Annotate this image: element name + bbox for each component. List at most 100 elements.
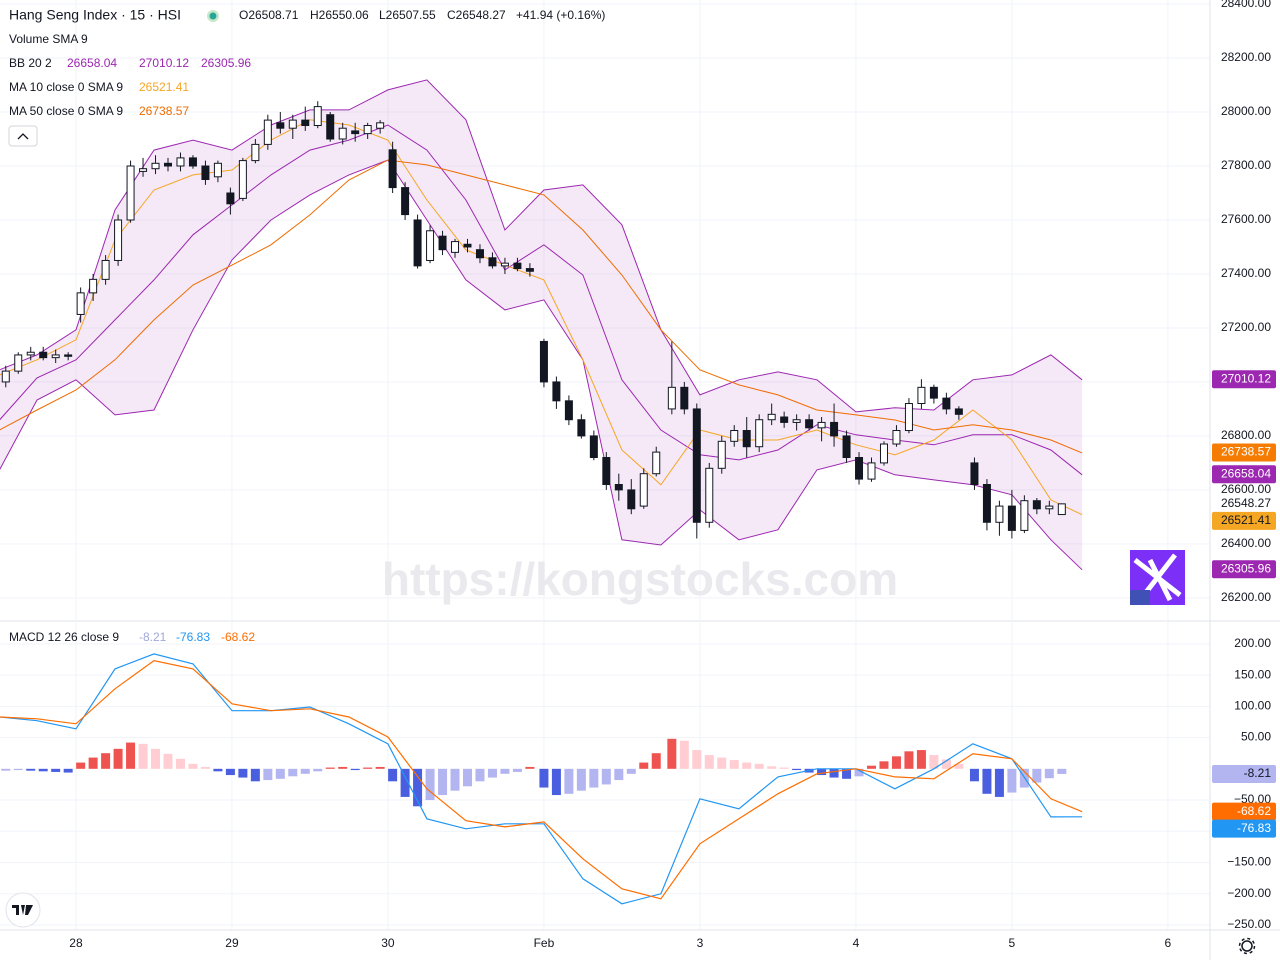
macd-histogram-bar: [589, 768, 599, 788]
candle-body: [463, 243, 472, 248]
y-tick-label: −200.00: [1227, 886, 1271, 900]
y-tick-label: 26800.00: [1221, 428, 1271, 442]
candle-body: [792, 419, 801, 423]
price-tag: [1212, 465, 1276, 484]
price-tag-label: 26658.04: [1221, 466, 1271, 480]
tradingview-logo[interactable]: [5, 892, 41, 928]
candle-body: [176, 157, 185, 167]
price-tag-label: 26305.96: [1221, 561, 1271, 575]
macd-tag-label: -8.21: [1244, 766, 1272, 780]
macd-histogram-bar: [692, 750, 702, 769]
macd-histogram-bar: [729, 760, 739, 769]
indicator-value: 27010.12: [139, 56, 189, 70]
macd-histogram-bar: [817, 768, 827, 776]
candle-body: [114, 219, 123, 261]
quote-high: H26550.06: [310, 8, 369, 22]
candle-body: [652, 451, 661, 475]
watermark-logo: [1130, 550, 1185, 605]
macd-tag-label: -68.62: [1237, 804, 1271, 818]
macd-histogram-bar: [626, 768, 636, 774]
macd-histogram-bar: [288, 768, 298, 777]
macd-histogram-bar: [475, 768, 485, 782]
settings-gear[interactable]: [1238, 937, 1256, 955]
candle-body: [151, 162, 160, 170]
candle-body: [692, 408, 701, 523]
y-tick-label: 100.00: [1234, 699, 1271, 713]
candle-body: [830, 421, 839, 437]
macd-line: [0, 660, 1083, 900]
macd-histogram-bar: [238, 768, 248, 778]
y-tick-label: −250.00: [1227, 917, 1271, 931]
candle-body: [64, 354, 73, 357]
macd-histogram-bar: [500, 768, 510, 774]
macd-histogram-bar: [413, 768, 423, 807]
y-tick-label: 26200.00: [1221, 590, 1271, 604]
macd-value: -8.21: [139, 630, 167, 644]
candle-body: [500, 262, 509, 267]
macd-value: -76.83: [176, 630, 210, 644]
indicator-line: [0, 124, 1083, 476]
candle-body: [251, 143, 260, 162]
candle-body: [388, 149, 397, 189]
candle-body: [288, 119, 297, 129]
x-tick-label: 30: [381, 936, 395, 950]
candle-body: [917, 386, 926, 405]
candle-body: [89, 278, 98, 294]
candle-body: [426, 230, 435, 261]
macd-histogram-bar: [717, 757, 727, 769]
macd-histogram-bar: [163, 753, 173, 769]
candle-body: [755, 419, 764, 448]
candle-body: [982, 484, 991, 523]
indicator-value: 26738.57: [139, 104, 189, 118]
macd-histogram-bar: [564, 768, 574, 794]
macd-histogram-bar: [363, 767, 373, 769]
candle-body: [213, 162, 222, 178]
indicator-name: BB 20 2: [9, 56, 52, 70]
candle-body: [263, 119, 272, 145]
macd-histogram-bar: [213, 768, 223, 772]
macd-histogram-bar: [929, 755, 939, 769]
candle-body: [564, 400, 573, 421]
watermark: https://kongstocks.com: [382, 553, 898, 605]
y-tick-label: 27600.00: [1221, 212, 1271, 226]
indicator-name: MA 50 close 0 SMA 9: [9, 104, 123, 118]
quote-low: L26507.55: [379, 8, 436, 22]
macd-histogram-bar: [76, 762, 86, 769]
macd-histogram-bar: [767, 766, 777, 769]
candle-body: [867, 462, 876, 480]
candle-body: [627, 489, 636, 510]
candle-body: [995, 505, 1004, 523]
macd-histogram-bar: [138, 743, 148, 769]
macd-histogram-bar: [742, 762, 752, 769]
collapse-button[interactable]: [8, 125, 38, 147]
macd-tag: [1212, 802, 1276, 821]
x-tick-label: 28: [69, 936, 83, 950]
macd-histogram-bar: [969, 768, 979, 782]
macd-histogram-bar: [101, 753, 111, 769]
macd-tag-label: -76.83: [1237, 821, 1271, 835]
legend: Hang Seng Index · 15 · HSI O26508.71 H26…: [9, 7, 605, 644]
macd-histogram-bar: [1007, 768, 1017, 793]
candle-body: [817, 421, 826, 429]
macd-tag: [1212, 764, 1276, 783]
macd-histogram-bar: [126, 742, 136, 769]
candle-body: [805, 419, 814, 429]
candle-body: [614, 484, 623, 491]
macd-histogram-bar: [250, 768, 260, 782]
quote-close: C26548.27: [447, 8, 506, 22]
candle-body: [513, 262, 522, 270]
grid: [0, 0, 1210, 930]
candle-body: [488, 257, 497, 267]
y-tick-label: 50.00: [1241, 730, 1271, 744]
candle-body: [929, 386, 938, 399]
quote-change: +41.94 (+0.16%): [516, 8, 605, 22]
macd-histogram-bar: [667, 738, 677, 769]
candle-body: [539, 340, 548, 383]
marks: [0, 79, 1083, 905]
candle-body: [139, 168, 148, 172]
price-tag: [1212, 560, 1276, 579]
macd-tag: [1212, 819, 1276, 838]
candle-body: [401, 187, 410, 216]
macd-histogram-bar: [854, 768, 864, 777]
price-tag: [1212, 370, 1276, 389]
